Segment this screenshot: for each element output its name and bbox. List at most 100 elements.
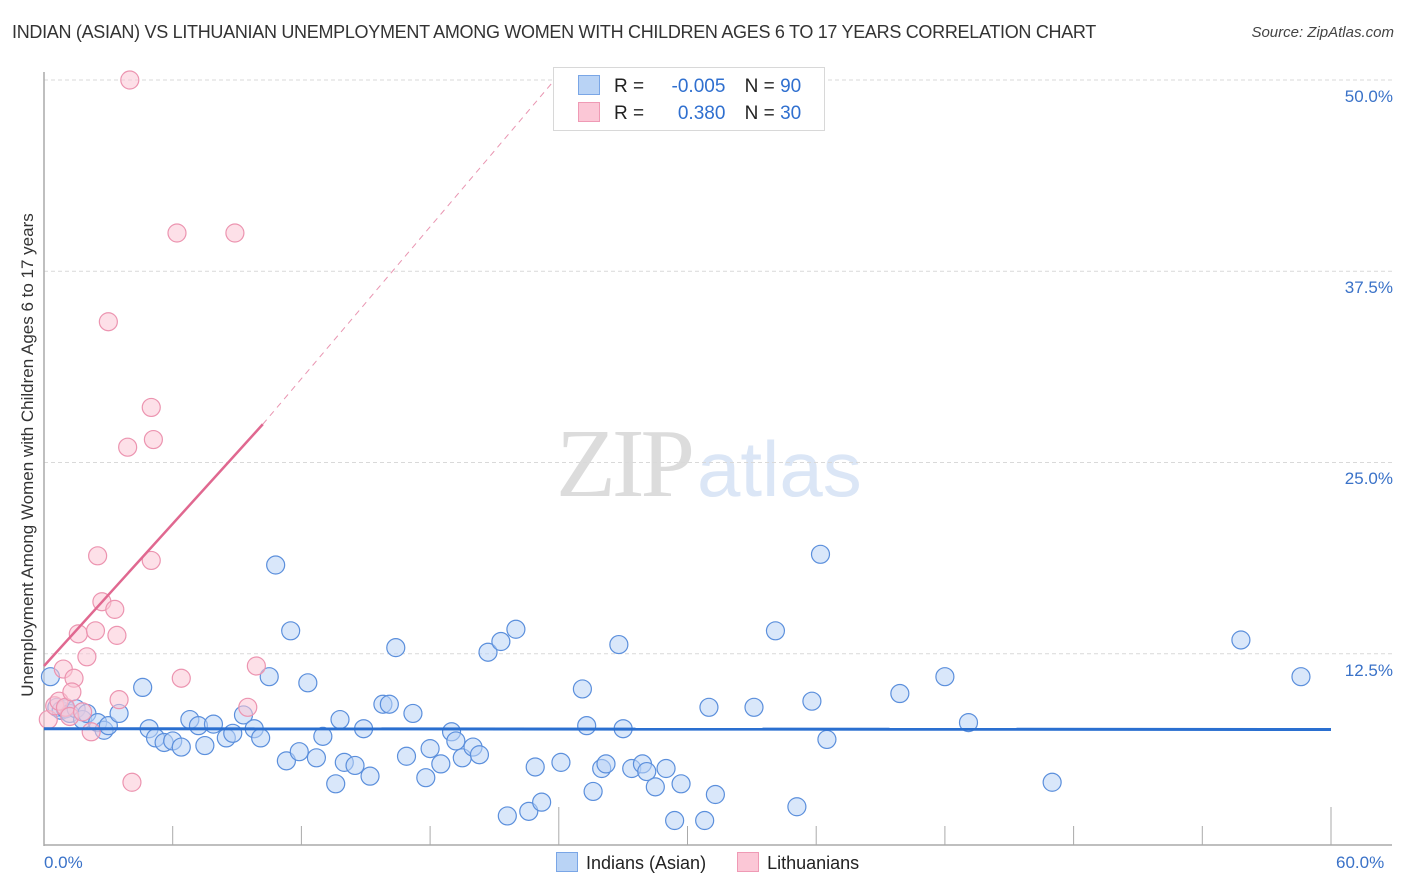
- data-point[interactable]: [195, 735, 215, 756]
- data-point[interactable]: [306, 748, 327, 768]
- data-point[interactable]: [298, 673, 318, 693]
- blue-swatch-icon: [578, 75, 600, 95]
- data-point[interactable]: [105, 599, 125, 619]
- data-point[interactable]: [1042, 772, 1062, 792]
- data-point[interactable]: [98, 312, 118, 332]
- data-point[interactable]: [787, 797, 807, 817]
- data-point[interactable]: [817, 729, 837, 750]
- data-point[interactable]: [120, 70, 140, 90]
- data-point[interactable]: [223, 723, 243, 743]
- series-lithuanians-points: [38, 70, 266, 792]
- data-point[interactable]: [890, 683, 910, 704]
- data-point[interactable]: [551, 752, 571, 772]
- pink-swatch-icon: [578, 102, 600, 122]
- data-point[interactable]: [525, 757, 545, 777]
- data-point[interactable]: [577, 716, 597, 736]
- data-point[interactable]: [765, 621, 786, 641]
- data-point[interactable]: [446, 731, 466, 751]
- data-point[interactable]: [266, 555, 286, 575]
- legend-row-lithuanians: R = 0.380 N = 30: [578, 102, 801, 124]
- data-point[interactable]: [699, 697, 719, 717]
- data-point[interactable]: [171, 668, 191, 688]
- data-point[interactable]: [695, 810, 715, 831]
- data-point[interactable]: [238, 697, 258, 717]
- data-point[interactable]: [118, 437, 138, 457]
- data-point[interactable]: [802, 691, 822, 711]
- data-point[interactable]: [572, 679, 592, 699]
- r-value: -0.005: [671, 76, 726, 97]
- y-tick-37-5: 37.5%: [1344, 278, 1393, 297]
- y-axis-title: Unemployment Among Women with Children A…: [18, 213, 37, 697]
- data-point[interactable]: [326, 774, 346, 794]
- source-label: Source: ZipAtlas.com: [1251, 24, 1394, 41]
- data-point[interactable]: [281, 621, 301, 641]
- data-point[interactable]: [609, 634, 629, 655]
- data-point[interactable]: [141, 397, 161, 418]
- data-point[interactable]: [345, 755, 365, 776]
- data-point[interactable]: [141, 550, 161, 571]
- trend-line-indians: [43, 727, 1332, 731]
- data-point[interactable]: [583, 781, 603, 802]
- r-value: 0.380: [677, 103, 726, 124]
- data-point[interactable]: [665, 810, 685, 831]
- legend-label: Indians (Asian): [586, 853, 707, 873]
- data-point[interactable]: [133, 677, 153, 698]
- data-point[interactable]: [431, 754, 451, 774]
- data-point[interactable]: [143, 429, 163, 450]
- data-point[interactable]: [122, 772, 142, 792]
- data-point[interactable]: [85, 621, 106, 641]
- data-point[interactable]: [396, 746, 417, 766]
- data-point[interactable]: [497, 806, 517, 826]
- data-point[interactable]: [330, 709, 350, 730]
- data-point[interactable]: [656, 758, 676, 779]
- data-point[interactable]: [88, 546, 108, 566]
- legend-row-indians: R = -0.005 N = 90: [578, 75, 801, 97]
- data-point[interactable]: [246, 656, 266, 676]
- y-tick-50: 50.0%: [1344, 87, 1393, 106]
- y-tick-25: 25.0%: [1344, 469, 1393, 488]
- legend-item-lithuanians[interactable]: Lithuanians: [737, 852, 859, 874]
- data-point[interactable]: [289, 742, 309, 762]
- data-point[interactable]: [77, 647, 97, 667]
- data-point[interactable]: [596, 754, 616, 774]
- legend-item-indians-asian[interactable]: Indians (Asian): [556, 852, 706, 874]
- blue-swatch-icon: [556, 852, 578, 872]
- r-label: R =: [614, 76, 645, 97]
- data-point[interactable]: [1291, 667, 1311, 687]
- data-point[interactable]: [645, 777, 665, 797]
- data-point[interactable]: [1231, 630, 1251, 650]
- data-point[interactable]: [73, 702, 93, 722]
- data-point[interactable]: [478, 642, 498, 662]
- data-point[interactable]: [62, 682, 82, 702]
- data-point[interactable]: [386, 638, 406, 658]
- data-point[interactable]: [671, 774, 691, 794]
- data-point[interactable]: [637, 761, 657, 782]
- data-point[interactable]: [203, 714, 224, 734]
- data-point[interactable]: [958, 712, 979, 733]
- data-point[interactable]: [532, 792, 552, 812]
- data-point[interactable]: [491, 631, 511, 652]
- data-point[interactable]: [379, 694, 399, 714]
- data-point[interactable]: [171, 737, 191, 757]
- data-point[interactable]: [469, 745, 490, 765]
- data-point[interactable]: [251, 728, 271, 748]
- data-point[interactable]: [259, 667, 279, 687]
- data-point[interactable]: [744, 697, 764, 717]
- legend-label: Lithuanians: [767, 853, 860, 873]
- data-point[interactable]: [810, 544, 831, 564]
- data-point[interactable]: [107, 625, 127, 645]
- data-point[interactable]: [403, 703, 423, 724]
- data-point[interactable]: [420, 739, 440, 759]
- trend-line-lithuanians: [43, 423, 264, 667]
- data-point[interactable]: [360, 766, 380, 786]
- data-point[interactable]: [313, 726, 333, 746]
- data-point[interactable]: [109, 690, 129, 710]
- data-point[interactable]: [81, 722, 101, 742]
- data-point[interactable]: [225, 223, 245, 243]
- data-point[interactable]: [506, 619, 526, 639]
- data-point[interactable]: [167, 223, 187, 243]
- data-point[interactable]: [705, 784, 725, 805]
- data-point[interactable]: [416, 768, 436, 788]
- data-point[interactable]: [935, 667, 955, 687]
